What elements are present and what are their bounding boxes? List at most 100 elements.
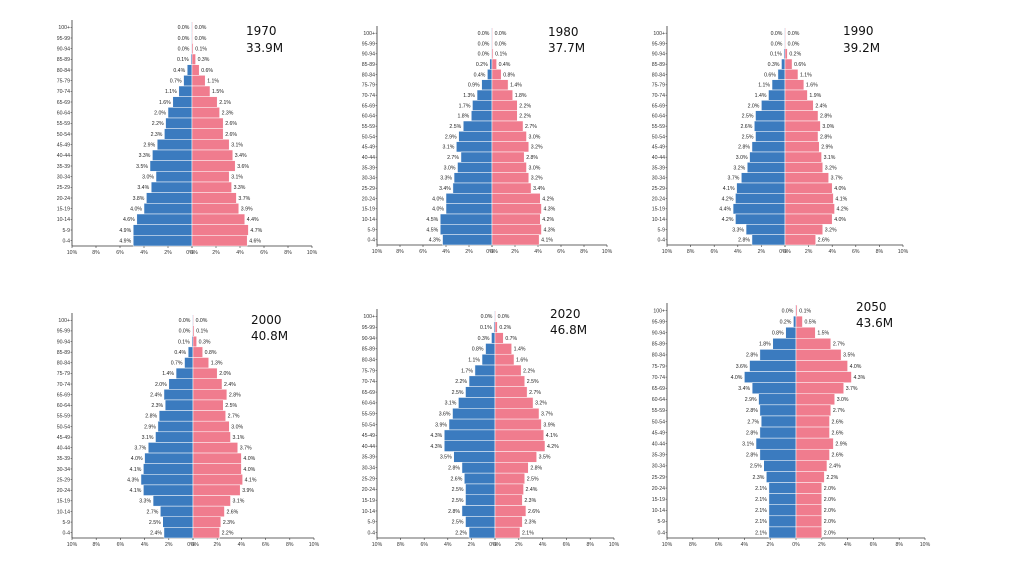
female-value-label: 0.0%: [196, 318, 208, 324]
female-bar: [494, 386, 528, 398]
female-value-label: 1.3%: [211, 361, 223, 367]
age-group-label: 85-89: [362, 347, 375, 353]
male-value-label: 3.9%: [435, 422, 447, 428]
male-bar: [771, 79, 786, 91]
female-value-label: 0.8%: [205, 350, 217, 356]
age-group-label: 95-99: [57, 36, 70, 42]
male-value-label: 2.5%: [452, 520, 464, 526]
male-bar: [471, 110, 493, 122]
female-bar: [795, 460, 828, 472]
male-value-label: 3.0%: [142, 174, 154, 180]
age-group-label: 80-84: [362, 357, 375, 363]
male-bar: [751, 382, 797, 395]
male-value-label: 2.6%: [740, 124, 752, 130]
male-value-label: 2.5%: [449, 124, 461, 130]
male-value-label: 0.0%: [481, 314, 493, 320]
male-value-label: 3.4%: [137, 185, 149, 191]
male-value-label: 0.1%: [480, 325, 492, 331]
female-value-label: 0.4%: [499, 62, 511, 68]
female-value-label: 3.0%: [231, 424, 243, 430]
x-tick-label: 10%: [662, 542, 673, 548]
female-bar: [494, 505, 527, 517]
age-group-label: 80-84: [652, 72, 665, 78]
female-value-label: 4.0%: [243, 456, 255, 462]
male-bar: [150, 181, 193, 193]
male-bar: [476, 89, 493, 101]
x-tick-label: 8%: [286, 542, 294, 548]
female-value-label: 2.7%: [833, 408, 845, 414]
female-value-label: 4.2%: [542, 196, 554, 202]
female-value-label: 1.5%: [817, 331, 829, 337]
x-tick-label: 2%: [465, 249, 473, 255]
female-value-label: 4.2%: [547, 444, 559, 450]
female-value-label: 4.1%: [245, 477, 257, 483]
age-group-label: 75-79: [362, 368, 375, 374]
female-value-label: 3.2%: [825, 165, 837, 171]
male-bar: [481, 79, 493, 91]
female-value-label: 2.3%: [524, 498, 536, 504]
female-bar: [494, 472, 525, 485]
x-tick-label: 0%: [779, 249, 787, 255]
female-value-label: 3.7%: [846, 386, 858, 392]
female-bar: [192, 399, 224, 411]
male-bar: [468, 526, 496, 539]
male-value-label: 2.6%: [450, 476, 462, 482]
female-bar: [192, 495, 231, 507]
male-bar: [156, 139, 193, 151]
female-value-label: 1.1%: [800, 72, 812, 78]
male-value-label: 4.4%: [719, 207, 731, 213]
male-value-label: 0.0%: [771, 41, 783, 47]
age-group-label: 85-89: [362, 62, 375, 68]
male-value-label: 2.1%: [755, 497, 767, 503]
female-bar: [192, 357, 209, 369]
male-value-label: 1.4%: [162, 371, 174, 377]
x-tick-label: 0%: [486, 249, 494, 255]
age-group-label: 10-14: [362, 509, 375, 515]
male-bar: [444, 429, 496, 441]
x-tick-label: 6%: [420, 542, 428, 548]
female-value-label: 3.7%: [541, 411, 553, 417]
age-group-label: 50-54: [652, 419, 665, 425]
male-value-label: 0.8%: [772, 331, 784, 337]
female-bar: [494, 451, 537, 463]
female-bar: [784, 27, 786, 39]
male-bar: [149, 160, 193, 172]
male-value-label: 4.3%: [430, 433, 442, 439]
age-group-label: 60-64: [652, 397, 665, 403]
female-value-label: 2.2%: [826, 475, 838, 481]
male-value-label: 1.1%: [468, 357, 480, 363]
female-bar: [784, 141, 820, 153]
x-tick-label: 2%: [213, 542, 221, 548]
female-bar: [795, 338, 832, 350]
x-tick-label: 4%: [534, 249, 542, 255]
female-value-label: 2.4%: [224, 382, 236, 388]
female-bar: [494, 310, 496, 323]
x-tick-label: 10%: [609, 542, 620, 548]
male-value-label: 2.2%: [152, 121, 164, 127]
female-value-label: 0.5%: [804, 319, 816, 325]
female-value-label: 0.6%: [201, 68, 213, 74]
female-value-label: 2.6%: [226, 509, 238, 515]
x-tick-label: 6%: [563, 542, 571, 548]
female-bar: [491, 162, 527, 173]
age-group-label: 20-24: [57, 488, 70, 494]
female-bar: [494, 364, 522, 377]
male-bar: [164, 128, 193, 140]
x-tick-label: 2%: [818, 542, 826, 548]
female-value-label: 3.4%: [235, 153, 247, 159]
male-bar: [132, 235, 193, 247]
female-bar: [795, 437, 834, 450]
female-value-label: 1.4%: [510, 83, 522, 89]
female-bar: [491, 58, 497, 70]
male-bar: [768, 526, 797, 539]
chart-title: 1990: [843, 24, 874, 38]
male-value-label: 2.3%: [151, 132, 163, 138]
pyramid-chart-1970: 1970 33.9M 10% 8% 6% 4% 2% 0%0% 2% 4% 6% 8% 10% 100+ 0…: [57, 20, 318, 256]
male-value-label: 3.2%: [733, 165, 745, 171]
female-value-label: 2.9%: [835, 441, 847, 447]
female-value-label: 1.8%: [515, 93, 527, 99]
male-bar: [761, 100, 786, 111]
age-group-label: 100+: [653, 308, 665, 314]
female-bar: [491, 182, 532, 194]
